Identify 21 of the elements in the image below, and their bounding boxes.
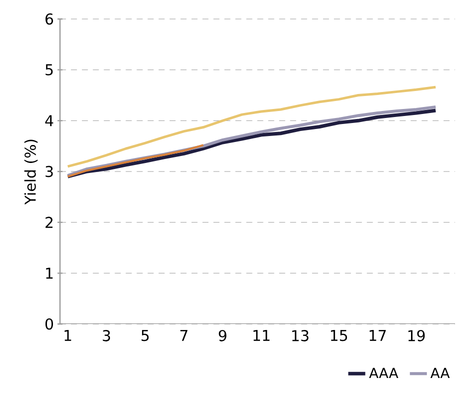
x-tick-label: 11 (254, 330, 270, 341)
y-tick-label: 6 (46, 13, 54, 25)
y-tick-label: 1 (46, 268, 53, 279)
x-tick-label: 13 (292, 330, 308, 342)
x-tick-label: 7 (180, 330, 188, 341)
y-tick-label: 2 (46, 216, 52, 228)
y-axis-title: Yield (%) (24, 140, 38, 205)
x-tick-label: 9 (218, 330, 226, 342)
legend-label: AA (430, 368, 450, 378)
y-tick-label: 3 (46, 166, 53, 178)
y-tick-label: 5 (46, 64, 53, 76)
legend-label: AAA (369, 368, 398, 378)
x-tick-label: 17 (370, 330, 386, 341)
x-tick-label: 19 (408, 330, 425, 342)
x-tick-label: 5 (142, 330, 149, 342)
y-tick-label: 4 (45, 115, 54, 126)
x-tick-label: 3 (102, 330, 110, 342)
y-tick-label: 0 (45, 318, 53, 330)
line-series (66, 86, 437, 168)
x-tick-label: 1 (64, 330, 72, 341)
x-tick-label: 15 (330, 330, 348, 342)
